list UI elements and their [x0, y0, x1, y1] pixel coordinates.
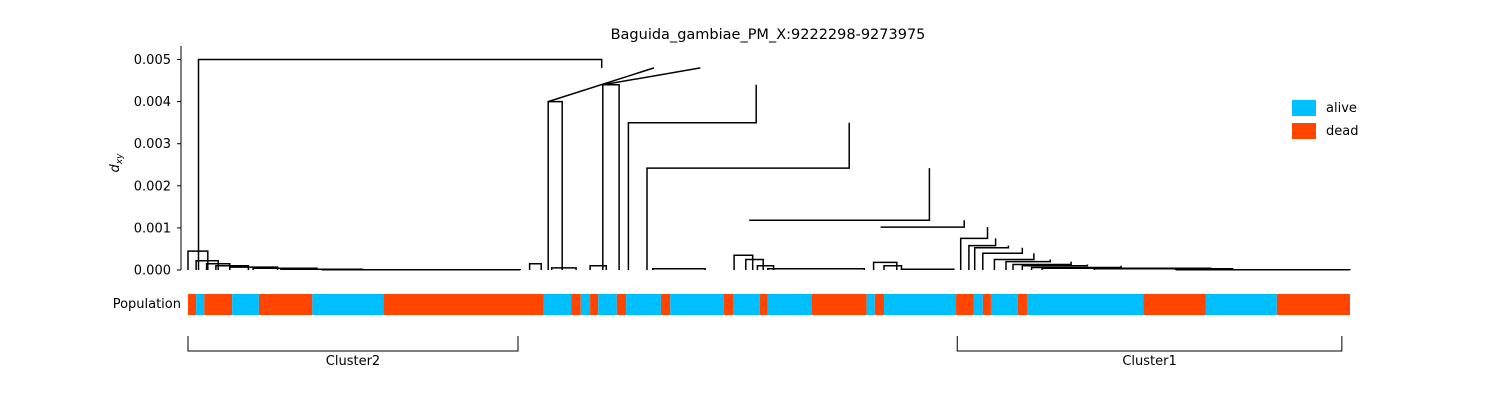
population-segment-alive [581, 294, 590, 315]
dendrogram-link [199, 60, 602, 271]
population-segment-alive [991, 294, 1018, 315]
cluster-label: Cluster1 [1122, 354, 1176, 369]
dendrogram-link [552, 268, 576, 270]
population-segment-alive [1206, 294, 1277, 315]
population-segment-dead [1277, 294, 1350, 315]
population-segment-alive [1027, 294, 1143, 315]
y-tick-label: 0.002 [134, 179, 171, 194]
legend-swatch-dead [1292, 123, 1316, 139]
dendrogram-link [548, 102, 562, 270]
dendrogram-link [653, 269, 705, 270]
population-segment-alive [312, 294, 383, 315]
population-segment-alive [626, 294, 661, 315]
chart-title: Baguida_gambiae_PM_X:9222298-9273975 [611, 27, 926, 43]
y-tick-label: 0.003 [134, 137, 171, 152]
legend-swatch-alive [1292, 100, 1316, 116]
y-tick-label: 0.004 [134, 95, 171, 110]
cluster-label: Cluster2 [326, 354, 380, 369]
population-segment-dead [812, 294, 867, 315]
dendrogram-links [188, 60, 1350, 271]
dendrogram-link [975, 246, 1009, 270]
population-segment-dead [956, 294, 973, 315]
population-label: Population [113, 297, 181, 312]
dendrogram-link [647, 123, 849, 270]
population-segment-alive [544, 294, 572, 315]
population-segment-dead [875, 294, 884, 315]
population-segment-alive [196, 294, 204, 315]
dendrogram-link [768, 269, 865, 270]
population-segment-dead [259, 294, 312, 315]
population-segment-dead [617, 294, 626, 315]
dendrogram-link [590, 266, 606, 270]
cluster-bracket [957, 336, 1342, 351]
population-segment-dead [1018, 294, 1027, 315]
population-segment-dead [188, 294, 196, 315]
population-segment-dead [383, 294, 543, 315]
population-segment-alive [733, 294, 760, 315]
population-segment-dead [1143, 294, 1206, 315]
population-segment-dead [590, 294, 598, 315]
legend-label: alive [1326, 101, 1357, 116]
y-axis: 0.000 0.001 0.002 0.003 0.004 0.005 [134, 46, 181, 279]
population-segment-alive [867, 294, 875, 315]
cluster-bracket [188, 336, 518, 351]
legend: alive dead [1292, 100, 1358, 139]
population-segment-dead [760, 294, 768, 315]
y-tick-label: 0.001 [134, 221, 171, 236]
population-segment-dead [983, 294, 991, 315]
population-segment-dead [724, 294, 733, 315]
dendrogram-link [746, 260, 763, 271]
population-segment-dead [204, 294, 232, 315]
cluster-brackets: Cluster2 Cluster1 [188, 336, 1342, 369]
population-segment-dead [661, 294, 670, 315]
dendrogram-link [902, 269, 954, 270]
y-tick-label: 0.000 [134, 264, 171, 279]
population-segment-alive [232, 294, 259, 315]
dendrogram-link [884, 266, 902, 270]
dendrogram-link [548, 68, 654, 102]
legend-label: dead [1326, 124, 1358, 139]
population-segment-alive [974, 294, 983, 315]
population-segment-alive [884, 294, 956, 315]
y-axis-label-subscript: xy [115, 153, 125, 165]
dendrogram-link [749, 168, 929, 220]
population-strip [188, 294, 1350, 315]
population-segment-alive [670, 294, 723, 315]
dendrogram-link [603, 68, 701, 85]
population-segment-dead [571, 294, 580, 315]
dendrogram-link [603, 85, 619, 270]
dendrogram-link [530, 264, 542, 270]
y-axis-label: dxy [108, 153, 125, 173]
y-tick-label: 0.005 [134, 53, 171, 68]
population-segment-alive [598, 294, 617, 315]
dendrogram-link [734, 255, 753, 270]
population-segment-alive [768, 294, 812, 315]
dendrogram-link [881, 220, 965, 227]
